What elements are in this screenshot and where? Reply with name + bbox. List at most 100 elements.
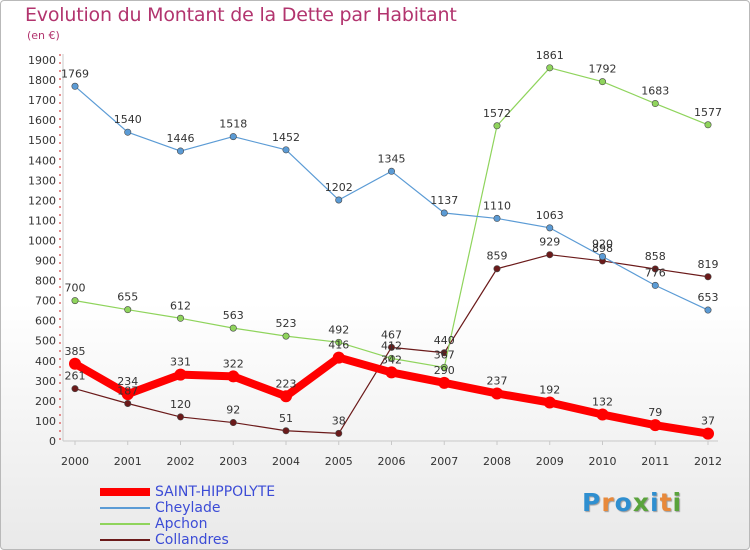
y-tick-label: 1300 <box>28 174 56 187</box>
x-tick-label: 2008 <box>483 455 511 468</box>
data-point-collandres <box>282 427 290 435</box>
y-tick-label: 700 <box>35 295 56 308</box>
data-point-collandres <box>71 385 79 393</box>
data-point-apchon <box>704 121 712 129</box>
data-label-saint-hippolyte: 132 <box>592 396 613 409</box>
data-point-cheylade <box>177 147 185 155</box>
data-label-apchon: 1861 <box>536 49 564 62</box>
data-point-saint-hippolyte <box>491 387 503 400</box>
y-tick-label: 800 <box>35 275 56 288</box>
logo-letter: o <box>614 488 633 517</box>
data-point-collandres <box>177 413 185 421</box>
data-point-apchon <box>335 338 343 346</box>
data-labels: 261 187 120 92 51 38 467 440 859 929 898 858 819 700 6… <box>61 49 722 428</box>
data-label-collandres: 261 <box>65 370 86 383</box>
data-label-cheylade: 1110 <box>483 199 511 212</box>
data-label-saint-hippolyte: 234 <box>117 375 138 388</box>
data-label-cheylade: 1202 <box>325 181 353 194</box>
data-point-apchon <box>229 324 237 332</box>
y-tick-label: 1500 <box>28 134 56 147</box>
data-label-collandres: 467 <box>381 328 402 341</box>
data-label-apchon: 1572 <box>483 107 511 120</box>
data-label-cheylade: 1446 <box>167 132 195 145</box>
y-tick-label: 1800 <box>28 74 56 87</box>
x-tick-label: 2012 <box>694 455 722 468</box>
data-point-saint-hippolyte <box>174 368 187 381</box>
logo-letter: t <box>659 488 673 517</box>
data-point-cheylade <box>493 214 501 222</box>
data-label-cheylade: 1063 <box>536 209 564 222</box>
data-point-cheylade <box>71 82 79 90</box>
data-label-apchon: 367 <box>434 348 455 361</box>
legend-label-saint-hippolyte: SAINT-HIPPOLYTE <box>155 484 276 500</box>
data-label-apchon: 612 <box>170 299 191 312</box>
x-tick-label: 2010 <box>589 455 617 468</box>
data-point-cheylade <box>651 281 659 289</box>
data-label-cheylade: 1452 <box>272 131 300 144</box>
data-point-apchon <box>71 297 79 305</box>
x-tick-label: 2011 <box>641 455 669 468</box>
data-label-apchon: 1683 <box>641 85 669 98</box>
data-label-saint-hippolyte: 385 <box>65 345 86 358</box>
series-line-apchon <box>74 67 709 369</box>
x-tick-label: 2001 <box>114 455 142 468</box>
data-point-apchon <box>387 354 395 362</box>
y-tick-label: 1200 <box>28 194 56 207</box>
data-label-saint-hippolyte: 79 <box>648 406 662 419</box>
data-label-cheylade: 1518 <box>219 118 247 131</box>
data-label-apchon: 563 <box>223 309 244 322</box>
data-point-collandres <box>387 343 395 351</box>
logo-letter: P <box>582 488 602 517</box>
data-label-saint-hippolyte: 192 <box>539 383 560 396</box>
data-point-apchon <box>493 122 501 130</box>
data-label-saint-hippolyte: 331 <box>170 356 191 369</box>
data-point-apchon <box>651 100 659 108</box>
y-tick-label: 1600 <box>28 114 56 127</box>
x-tick-label: 2009 <box>536 455 564 468</box>
legend-label-apchon: Apchon <box>155 516 208 532</box>
data-label-saint-hippolyte: 322 <box>223 357 244 370</box>
y-tick-label: 400 <box>35 355 56 368</box>
data-label-saint-hippolyte: 416 <box>328 339 349 352</box>
data-label-collandres: 38 <box>332 414 346 427</box>
data-label-apchon: 492 <box>328 323 349 336</box>
x-tick-label: 2000 <box>61 455 89 468</box>
data-point-saint-hippolyte <box>280 390 292 403</box>
data-point-collandres <box>704 273 712 281</box>
y-tick-label: 0 <box>49 435 56 448</box>
data-label-collandres: 51 <box>279 412 293 425</box>
data-label-apchon: 1577 <box>694 106 722 119</box>
x-tick-label: 2007 <box>430 455 458 468</box>
y-tick-label: 1100 <box>28 214 56 227</box>
logo-letter: i <box>672 488 683 517</box>
data-label-saint-hippolyte: 237 <box>487 374 508 387</box>
data-label-cheylade: 776 <box>645 266 666 279</box>
y-tick-label: 1700 <box>28 94 56 107</box>
series-line-cheylade <box>74 85 709 311</box>
data-label-collandres: 859 <box>487 250 508 263</box>
logo-letter: r <box>601 488 615 517</box>
data-point-cheylade <box>440 209 448 217</box>
data-point-apchon <box>177 314 185 322</box>
data-label-apchon: 523 <box>276 317 297 330</box>
data-label-collandres: 120 <box>170 398 191 411</box>
data-point-collandres <box>229 419 237 427</box>
data-label-cheylade: 1769 <box>61 67 89 80</box>
x-tick-label: 2006 <box>378 455 406 468</box>
y-tick-label: 300 <box>35 375 56 388</box>
data-point-collandres <box>493 265 501 273</box>
data-label-saint-hippolyte: 223 <box>276 377 297 390</box>
data-label-cheylade: 1540 <box>114 113 142 126</box>
x-tick-label: 2005 <box>325 455 353 468</box>
data-point-saint-hippolyte <box>649 419 662 432</box>
data-point-cheylade <box>229 133 237 141</box>
data-point-cheylade <box>124 128 132 136</box>
data-label-collandres: 929 <box>539 236 560 249</box>
data-label-collandres: 898 <box>592 242 613 255</box>
legend-swatch-saint-hippolyte <box>100 488 150 496</box>
data-point-cheylade <box>546 224 554 232</box>
y-tick-label: 1900 <box>28 54 56 67</box>
series-saint-hippolyte <box>69 351 714 440</box>
data-label-cheylade: 920 <box>592 238 613 251</box>
